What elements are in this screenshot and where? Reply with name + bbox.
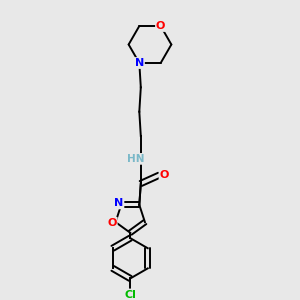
Text: O: O (156, 21, 165, 31)
Text: N: N (114, 198, 123, 208)
Text: HN: HN (127, 154, 144, 164)
Text: O: O (107, 218, 117, 228)
Text: N: N (135, 58, 144, 68)
Text: Cl: Cl (124, 290, 136, 299)
Text: O: O (160, 169, 169, 180)
